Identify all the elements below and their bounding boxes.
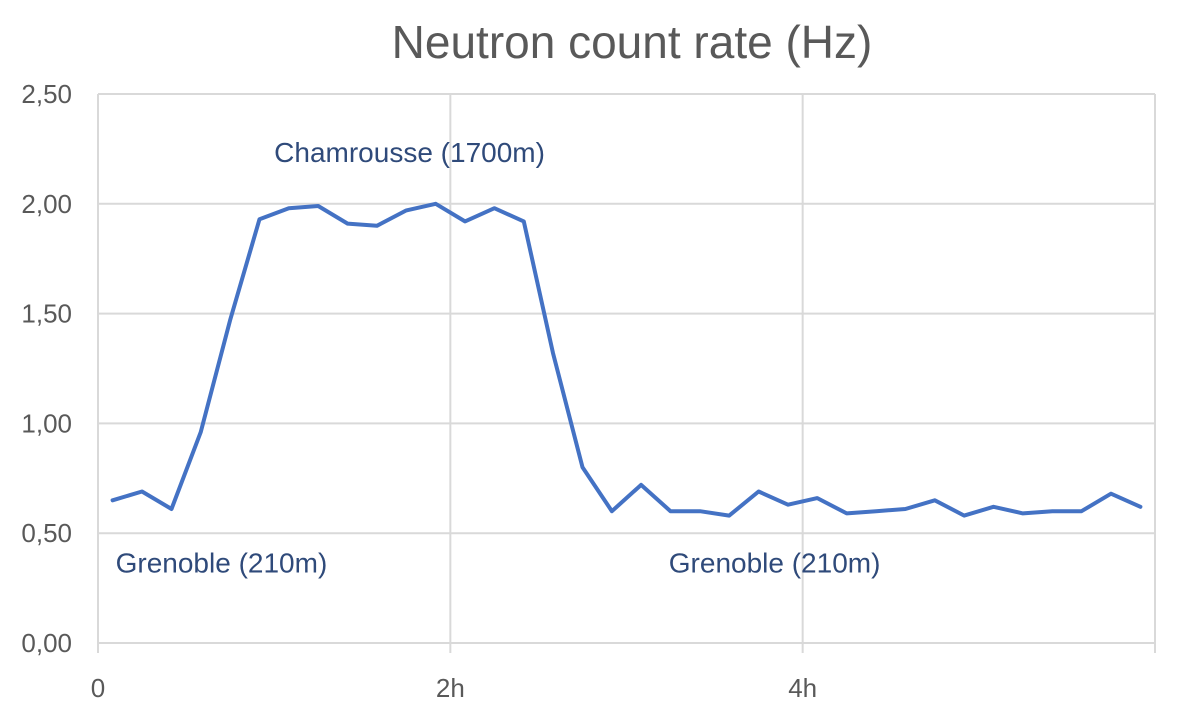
annotation-label: Chamrousse (1700m)	[274, 137, 545, 168]
chart-title: Neutron count rate (Hz)	[392, 16, 873, 68]
x-tick-label: 0	[91, 673, 105, 703]
annotation-label: Grenoble (210m)	[669, 548, 881, 579]
y-tick-label: 1,00	[21, 408, 72, 438]
y-axis-ticks: 0,00 0,50 1,00 1,50 2,00 2,50	[21, 79, 72, 658]
y-tick-label: 2,00	[21, 189, 72, 219]
annotations: Chamrousse (1700m) Grenoble (210m) Grenobl…	[116, 137, 881, 579]
y-tick-label: 1,50	[21, 299, 72, 329]
x-tick-label: 2h	[436, 673, 465, 703]
y-tick-label: 0,00	[21, 628, 72, 658]
annotation-label: Grenoble (210m)	[116, 548, 328, 579]
series-line	[110, 201, 1143, 518]
x-axis-ticks: 0 2h 4h	[91, 673, 817, 703]
series-layer	[110, 201, 1143, 518]
y-tick-label: 0,50	[21, 518, 72, 548]
y-tick-label: 2,50	[21, 79, 72, 109]
x-tick-label: 4h	[788, 673, 817, 703]
grid-lines	[97, 93, 1156, 653]
